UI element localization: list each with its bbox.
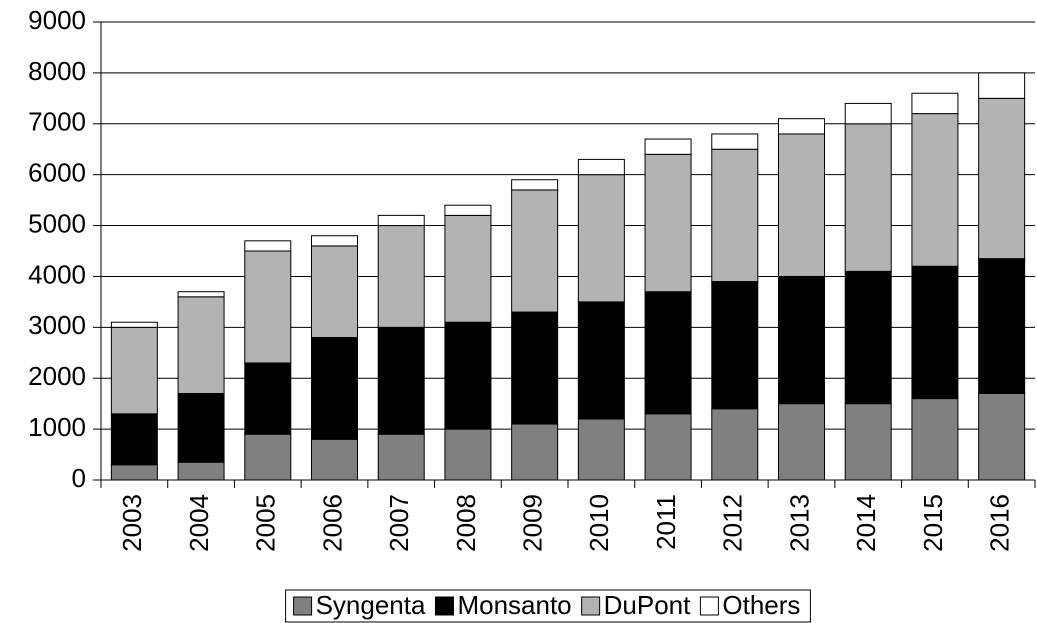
- bar-segment: [110, 413, 158, 466]
- x-tick-label: 2015: [918, 494, 948, 552]
- y-tick-label: 9000: [28, 5, 86, 35]
- bar-segment: [644, 291, 692, 415]
- x-tick-label: 2013: [784, 494, 814, 552]
- bar-segment: [311, 337, 358, 440]
- bar-segment: [778, 118, 825, 135]
- bar-segment: [978, 258, 1026, 394]
- y-tick-label: 3000: [28, 310, 86, 340]
- bar-segment: [911, 265, 959, 400]
- bar-segment: [978, 97, 1026, 260]
- legend-swatch: [293, 596, 313, 616]
- x-tick-label: 2008: [451, 494, 481, 552]
- bar-segment: [177, 291, 225, 298]
- x-tick-label: 2014: [851, 494, 881, 552]
- bar-segment: [377, 214, 425, 227]
- legend-box: [285, 589, 811, 623]
- bar-segment: [844, 270, 892, 405]
- bar-segment: [244, 240, 292, 252]
- bar-segment: [377, 433, 425, 481]
- bar-segment: [711, 281, 759, 410]
- bar-segment: [177, 461, 225, 481]
- bar-segment: [511, 311, 559, 425]
- y-tick-label: 7000: [28, 107, 86, 137]
- bar-segment: [511, 179, 559, 191]
- x-tick-label: 2006: [317, 494, 347, 552]
- bar-segment: [244, 362, 292, 435]
- legend: Syngenta Monsanto DuPont Others: [285, 589, 811, 623]
- bar-segment: [778, 275, 825, 405]
- bar-segment: [644, 413, 692, 481]
- bar-segment: [377, 326, 425, 435]
- bar-segment: [311, 235, 358, 247]
- bar-segment: [978, 392, 1026, 481]
- x-tick-label: 2016: [985, 494, 1015, 552]
- x-tick-label: 2012: [718, 494, 748, 552]
- x-tick-label: 2005: [251, 494, 281, 552]
- bar-segment: [911, 92, 959, 115]
- bar-segment: [577, 301, 625, 420]
- legend-swatch: [699, 596, 719, 616]
- bar-segment: [444, 214, 492, 323]
- bar-segment: [177, 392, 225, 463]
- bar-segment: [711, 408, 759, 481]
- bar-segment: [110, 321, 158, 328]
- bar-segment: [644, 138, 692, 155]
- bar-segment: [978, 72, 1026, 99]
- bar-segment: [311, 438, 358, 481]
- bar-segment: [311, 245, 358, 339]
- bar-segment: [444, 321, 492, 430]
- y-tick-label: 0: [72, 463, 86, 493]
- bar-segment: [244, 433, 292, 481]
- bar-segment: [711, 148, 759, 283]
- legend-label: DuPont: [604, 590, 691, 620]
- bar-segment: [778, 403, 825, 481]
- bar-segment: [644, 153, 692, 293]
- y-tick-label: 5000: [28, 208, 86, 238]
- bar-segment: [444, 428, 492, 481]
- legend-swatch: [434, 596, 454, 616]
- legend-label: Monsanto: [457, 590, 571, 620]
- y-tick-label: 8000: [28, 56, 86, 86]
- y-tick-label: 1000: [28, 412, 86, 442]
- bar-segment: [844, 123, 892, 272]
- bar-segment: [511, 423, 559, 481]
- x-tick-label: 2004: [184, 494, 214, 552]
- bar-segment: [577, 418, 625, 481]
- x-tick-label: 2003: [117, 494, 147, 552]
- bar-segment: [911, 113, 959, 267]
- bar-segment: [844, 403, 892, 481]
- bar-segment: [444, 204, 492, 216]
- bar-segment: [110, 464, 158, 481]
- y-tick-label: 2000: [28, 361, 86, 391]
- x-tick-label: 2010: [584, 494, 614, 552]
- legend-label: Syngenta: [316, 590, 426, 620]
- bar-segment: [110, 326, 158, 415]
- bar-segment: [244, 250, 292, 364]
- bar-segment: [577, 174, 625, 303]
- bar-segment: [177, 296, 225, 394]
- x-tick-label: 2009: [518, 494, 548, 552]
- legend-swatch: [581, 596, 601, 616]
- x-tick-label: 2011: [651, 494, 681, 550]
- legend-label: Others: [722, 590, 800, 620]
- bar-segment: [711, 133, 759, 150]
- bar-segment: [377, 225, 425, 328]
- y-tick-label: 6000: [28, 158, 86, 188]
- bar-segment: [577, 158, 625, 176]
- bar-segment: [844, 102, 892, 125]
- bar-segment: [911, 398, 959, 481]
- y-tick-label: 4000: [28, 259, 86, 289]
- bar-segment: [511, 189, 559, 313]
- bar-segment: [778, 133, 825, 277]
- x-tick-label: 2007: [384, 494, 414, 552]
